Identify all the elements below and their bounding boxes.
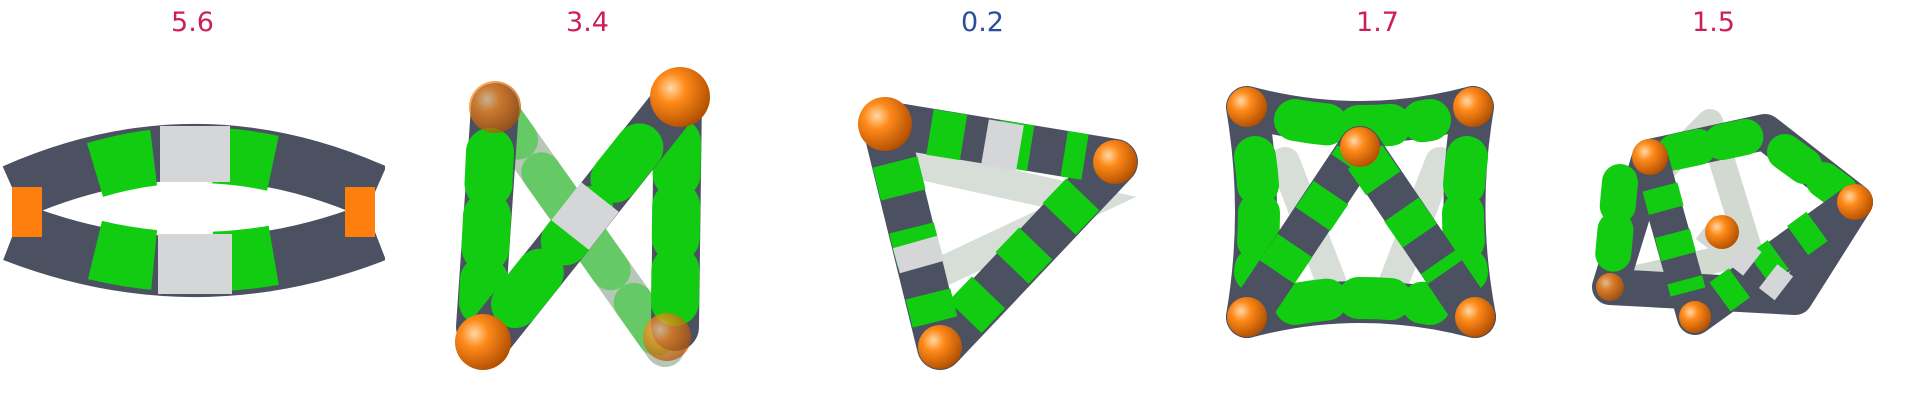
triangle-molecule: [858, 97, 1138, 370]
panel-4-label: 1.7: [1356, 7, 1399, 38]
panel-5: 1.5: [1520, 0, 1907, 416]
square-cage-molecule: [1226, 86, 1496, 338]
panel-2-label: 3.4: [566, 7, 609, 38]
panel-3-label: 0.2: [961, 7, 1004, 38]
panel-4: 1.7: [1185, 0, 1570, 416]
ring-molecule-1: [2, 124, 385, 297]
panel-5-label: 1.5: [1692, 7, 1735, 38]
panel-1-label: 5.6: [171, 7, 214, 38]
figure-eight-molecule: [455, 67, 710, 370]
panel-2: 3.4: [395, 0, 780, 416]
pentagon-cage-molecule: [1592, 109, 1873, 335]
panel-3: 0.2: [790, 0, 1175, 416]
panel-1: 5.6: [0, 0, 385, 416]
